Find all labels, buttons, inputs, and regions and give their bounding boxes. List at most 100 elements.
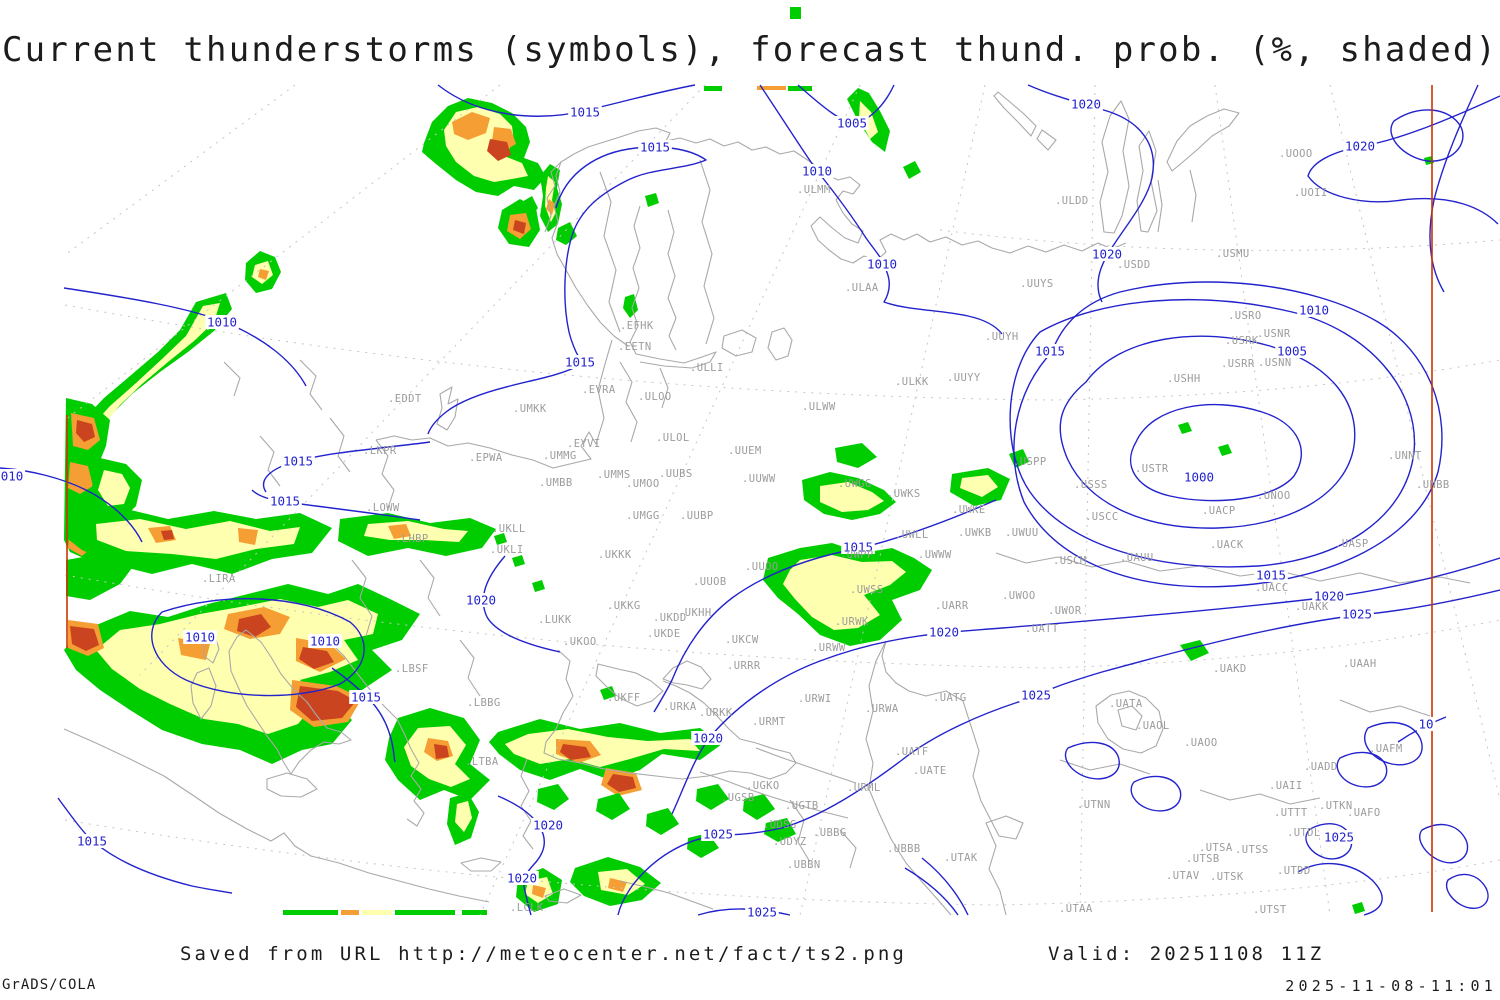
prob-shade-red: [513, 220, 526, 234]
station-label: .UUOB: [693, 576, 727, 588]
footer-valid-time: Valid: 20251108 11Z: [1048, 943, 1325, 965]
prob-shade-yellow: [96, 519, 300, 559]
station-label: .UARR: [935, 600, 969, 612]
isobar-line: [1390, 109, 1464, 162]
station-label: .UOII: [1294, 187, 1328, 199]
isobar-label-bg: [701, 827, 735, 841]
prob-shade-red: [487, 139, 511, 161]
isobar-label-bg: [75, 834, 109, 848]
station-label: .LKPR: [363, 445, 397, 457]
station-label: .URWW: [812, 642, 846, 654]
isobar-line: [1419, 823, 1469, 864]
isobar-line: [1445, 873, 1489, 909]
station-label: .LBBG: [467, 697, 501, 709]
prob-shade-green: [462, 910, 487, 915]
prob-shade-green: [1352, 902, 1365, 914]
coastline: [699, 159, 715, 345]
prob-shade-green: [283, 910, 338, 915]
station-label: .UKLL: [492, 523, 526, 535]
station-label: .UBBN: [787, 859, 821, 871]
prob-shade-green: [764, 818, 796, 842]
isobar-label-layer: 1015 1005 1015 1010 1020 1020 1010 1020 1010 1015…: [0, 97, 1436, 920]
prob-shade-yellow: [960, 475, 998, 497]
station-label: .USDD: [1117, 259, 1151, 271]
isobar-label-bg: [1297, 303, 1331, 317]
graticule-line: [64, 574, 1500, 669]
isobar-label-bg: [183, 630, 217, 644]
coastline: [993, 91, 1037, 137]
isobar-label: 1015: [351, 690, 381, 705]
station-label: .UAFM: [1369, 743, 1403, 755]
station-label: .URML: [847, 782, 881, 794]
prob-shade-yellow: [80, 303, 220, 448]
isobar-label: 1005: [1277, 344, 1307, 359]
station-label: .LIRA: [202, 573, 236, 585]
station-label: .USTR: [1135, 463, 1169, 475]
isobar-line: [1009, 299, 1416, 568]
isobar-label: 1025: [703, 827, 733, 842]
isobar-label: 1010: [802, 164, 832, 179]
isobar-label: 1015: [843, 540, 873, 555]
graticule-line: [64, 84, 501, 421]
isobar-line: [1429, 84, 1479, 293]
station-label: .LHBP: [395, 533, 429, 545]
isobar-label: 1020: [1071, 97, 1101, 112]
station-label: .UTNN: [1077, 799, 1111, 811]
coastline: [228, 629, 352, 775]
station-label: .UWOR: [1048, 605, 1082, 617]
prob-shade-orange: [258, 269, 269, 280]
coastline: [351, 559, 373, 637]
prob-shade-green: [556, 222, 577, 245]
station-label: .UTSS: [1235, 844, 1269, 856]
isobar-label-bg: [531, 818, 565, 832]
isobar-label-bg: [281, 454, 315, 468]
coastline: [544, 888, 582, 904]
prob-shade-red: [434, 744, 449, 759]
coastline: [699, 771, 849, 819]
isobar-line: [904, 867, 959, 916]
station-label: .URKK: [699, 707, 733, 719]
isobar-line: [151, 598, 365, 697]
isobar-label: 1010: [1299, 303, 1329, 318]
station-label: .UUYY: [947, 372, 981, 384]
isobar-label: 1005: [837, 116, 867, 131]
isobar-line: [617, 589, 1500, 916]
prob-shade-orange: [238, 528, 258, 545]
coastline: [1199, 789, 1321, 805]
station-label: .UTAA: [1059, 903, 1093, 915]
isobar-line: [1059, 335, 1356, 529]
station-label: .UKKG: [607, 600, 641, 612]
station-label: .ULDD: [1055, 195, 1089, 207]
coastline-layer: [63, 91, 1471, 916]
prob-shade-yellow: [362, 910, 392, 915]
prob-shade-orange: [388, 524, 411, 539]
coastline: [599, 171, 621, 333]
coastline: [63, 728, 490, 903]
isobar-line: [331, 667, 396, 763]
prob-shade-green: [645, 193, 659, 207]
station-label: .UASP: [1335, 538, 1369, 550]
prob-shade-orange: [68, 462, 93, 494]
station-label: .UAKK: [1295, 601, 1329, 613]
prob-shade-green: [790, 7, 801, 19]
prob-shade-green: [537, 784, 569, 810]
station-label: .UWKS: [887, 488, 921, 500]
isobar-label: 10: [1418, 717, 1433, 732]
isobar-label-bg: [308, 634, 342, 648]
isobar-label: 1010: [867, 257, 897, 272]
isobar-line: [482, 555, 561, 653]
isobar-label: 1015: [283, 454, 313, 469]
coastline: [619, 361, 638, 443]
station-label: .UWKB: [958, 527, 992, 539]
prob-shade-red: [237, 614, 271, 637]
isobar-line: [697, 908, 791, 916]
prob-shade-green: [704, 86, 722, 91]
coastline: [419, 559, 441, 617]
isobar-label-bg: [1312, 589, 1346, 603]
isobar-label-bg: [1343, 139, 1377, 153]
isobar-label: 1015: [77, 834, 107, 849]
graticule-line: [939, 229, 1500, 251]
station-label: .UACK: [1210, 539, 1244, 551]
station-label: .UWUU: [1005, 527, 1039, 539]
coastline: [375, 339, 613, 469]
